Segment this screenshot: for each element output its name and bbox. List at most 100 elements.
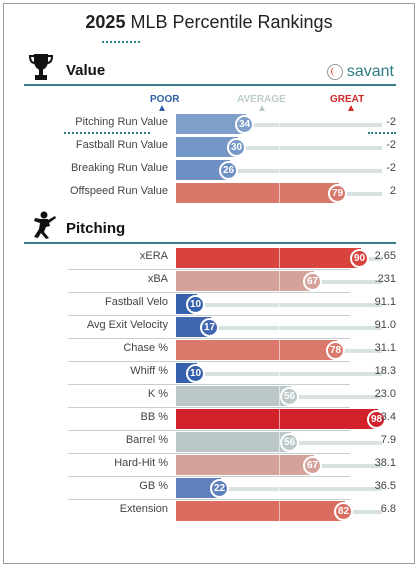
metric-row[interactable]: BB % 98 3.4 (24, 408, 396, 430)
divider-dots-right (368, 132, 396, 134)
row-separator (68, 338, 350, 339)
metric-value: 7.9 (380, 434, 396, 446)
average-line (279, 271, 280, 291)
metric-row[interactable]: GB % 22 36.5 (24, 477, 396, 499)
percentile-badge: 67 (303, 456, 322, 475)
average-line (279, 386, 280, 406)
percentile-bar (176, 409, 378, 429)
average-line (279, 160, 280, 180)
metric-label: Breaking Run Value (70, 162, 168, 174)
metric-value: 2 (389, 185, 396, 197)
value-section-title: Value (66, 62, 106, 79)
percentile-bar (176, 114, 246, 134)
metric-label: Hard-Hit % (114, 457, 168, 469)
metric-value: -2 (386, 162, 396, 174)
percentile-badge: 82 (334, 502, 353, 521)
metric-label: Fastball Run Value (75, 139, 168, 151)
pitching-section-header: Pitching (24, 211, 396, 244)
metric-row[interactable]: Chase % 78 31.1 (24, 339, 396, 361)
metric-row[interactable]: Breaking Run Value 26 -2 (24, 159, 396, 181)
metric-value: 91.0 (374, 319, 396, 331)
percentile-bar (176, 248, 361, 268)
title-underline (102, 41, 140, 43)
metric-row[interactable]: xERA 90 2.65 (24, 247, 396, 269)
metric-value: -2 (386, 139, 396, 151)
percentile-badge: 34 (235, 115, 254, 134)
percentile-badge: 17 (200, 318, 219, 337)
pitcher-icon (34, 211, 56, 239)
title-year: 2025 (85, 12, 126, 32)
average-line (279, 317, 280, 337)
metric-value: 3.4 (380, 411, 396, 423)
average-line (279, 363, 280, 383)
metric-label: BB % (140, 411, 168, 423)
metric-row[interactable]: K % 56 23.0 (24, 385, 396, 407)
metric-row[interactable]: Hard-Hit % 67 38.1 (24, 454, 396, 476)
metric-value: 2.65 (374, 250, 396, 262)
metric-row[interactable]: Barrel % 56 7.9 (24, 431, 396, 453)
row-separator (68, 315, 350, 316)
metric-value: 31.1 (374, 342, 396, 354)
percentile-badge: 67 (303, 272, 322, 291)
savant-logo[interactable]: savant (326, 63, 394, 81)
metric-row[interactable]: Whiff % 10 18.3 (24, 362, 396, 384)
metric-value: 38.1 (374, 457, 396, 469)
percentile-badge: 90 (350, 249, 369, 268)
average-line (279, 340, 280, 360)
average-line (279, 432, 280, 452)
metric-label: Avg Exit Velocity (86, 319, 168, 331)
percentile-bar (176, 137, 238, 157)
percentile-bar (176, 478, 221, 498)
page-title: 2025 MLB Percentile Rankings (4, 12, 414, 33)
average-marker (259, 105, 265, 111)
metric-row[interactable]: Offspeed Run Value 79 2 (24, 182, 396, 204)
row-separator (68, 292, 350, 293)
metric-label: Fastball Velo (105, 296, 168, 308)
poor-marker (159, 105, 165, 111)
metric-label: GB % (139, 480, 168, 492)
metric-value: 6.8 (380, 503, 396, 515)
average-line (279, 501, 280, 521)
metric-value: 36.5 (374, 480, 396, 492)
average-line (279, 294, 280, 314)
percentile-badge: 30 (227, 138, 246, 157)
percentile-card: 2025 MLB Percentile Rankings Value savan… (3, 3, 415, 564)
metric-value: 23.0 (374, 388, 396, 400)
row-separator (68, 430, 350, 431)
metric-row[interactable]: xBA 67 .231 (24, 270, 396, 292)
percentile-bar (176, 160, 230, 180)
trophy-icon (28, 54, 54, 80)
metric-row[interactable]: Pitching Run Value 34 -2 (24, 113, 396, 135)
metric-label: Barrel % (125, 434, 168, 446)
metric-label: Offspeed Run Value (69, 185, 168, 197)
average-line (279, 114, 280, 134)
value-section-header: Value savant (24, 54, 396, 86)
baseball-icon (326, 64, 343, 80)
row-separator (68, 361, 350, 362)
great-marker (348, 105, 354, 111)
percentile-badge: 98 (367, 410, 386, 429)
metric-row[interactable]: Fastball Velo 10 91.1 (24, 293, 396, 315)
metric-label: xERA (139, 250, 168, 262)
metric-label: Pitching Run Value (75, 116, 168, 128)
percentile-badge: 56 (280, 433, 299, 452)
title-text: MLB Percentile Rankings (130, 12, 333, 32)
percentile-badge: 10 (186, 364, 205, 383)
percentile-badge: 79 (328, 184, 347, 203)
scale-poor: POOR (150, 94, 180, 105)
percentile-bar (176, 432, 291, 452)
percentile-badge: 78 (326, 341, 345, 360)
savant-brand: savant (346, 63, 394, 80)
row-separator (68, 269, 350, 270)
metric-value: 18.3 (374, 365, 396, 377)
percentile-bar (176, 386, 291, 406)
percentile-bar (176, 271, 314, 291)
metric-value: .231 (374, 273, 396, 285)
metric-row[interactable]: Extension 82 6.8 (24, 500, 396, 522)
average-line (279, 409, 280, 429)
metric-row[interactable]: Fastball Run Value 30 -2 (24, 136, 396, 158)
row-separator (68, 476, 350, 477)
metric-row[interactable]: Avg Exit Velocity 17 91.0 (24, 316, 396, 338)
percentile-bar (176, 340, 337, 360)
scale-average: AVERAGE (237, 94, 286, 105)
